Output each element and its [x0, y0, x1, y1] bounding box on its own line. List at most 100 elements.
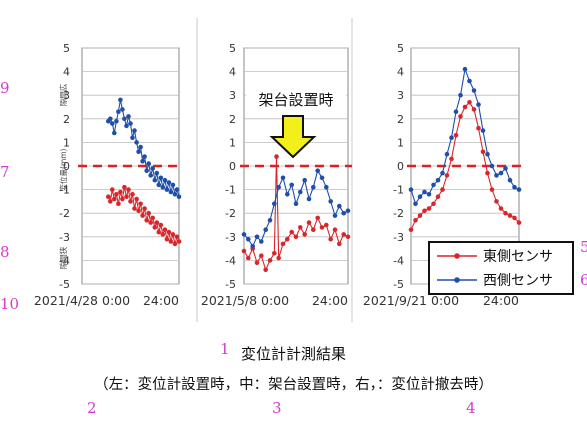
data-point [122, 184, 127, 190]
y-tick-label: 5 [397, 42, 404, 55]
chart-right: 5 4 3 2 1 0 -1 -2 -3 -4 -5 2021/9/21 0:00 24:00 東側… [363, 42, 574, 308]
data-point [114, 192, 119, 197]
data-point [332, 227, 338, 232]
y-tick-label: 5 [63, 42, 70, 55]
data-point [435, 194, 441, 199]
data-point [241, 232, 247, 237]
data-point [114, 118, 119, 124]
data-point [140, 159, 145, 164]
data-point [132, 206, 137, 211]
data-point [306, 220, 312, 225]
data-point [503, 166, 508, 171]
data-point [417, 194, 423, 199]
data-point [166, 180, 172, 185]
data-point [337, 203, 342, 209]
y-tick-label: 2 [229, 113, 236, 126]
data-point [140, 213, 145, 218]
data-point [289, 182, 295, 188]
data-point [285, 236, 290, 242]
data-point [138, 144, 143, 150]
marker-label: 9 [0, 79, 10, 97]
y-tick-label: 0 [63, 160, 70, 173]
y-tick-label: -2 [393, 207, 404, 220]
data-point [144, 168, 149, 173]
data-point [458, 114, 463, 119]
data-point [440, 170, 445, 176]
y-tick-label: 3 [63, 89, 70, 102]
data-point [250, 243, 255, 249]
y-tick-label: -2 [225, 207, 236, 220]
data-point [148, 220, 153, 225]
data-point [259, 239, 264, 244]
chart-center: 5 4 3 2 1 0 -1 -2 -3 -4 -5 架台設置時 2021/5/8 0:00 24:… [201, 42, 352, 308]
data-point [136, 149, 141, 155]
data-point [431, 182, 436, 188]
data-point [142, 154, 147, 159]
data-point [431, 201, 436, 207]
x-start-label: 2021/4/28 0:00 [34, 293, 130, 308]
data-point [293, 234, 299, 240]
y-tick-label: -5 [393, 278, 404, 291]
data-point [272, 251, 277, 256]
legend-marker-west [454, 277, 460, 283]
data-point [480, 128, 486, 133]
y-tick-label: -5 [59, 278, 70, 291]
x-end-label: 24:00 [143, 293, 179, 308]
data-point [471, 107, 477, 112]
data-point [280, 175, 286, 181]
data-point [154, 170, 160, 176]
y-label-gap-narrow: 隙間狭 [58, 246, 68, 269]
y-tick-label: 5 [229, 42, 236, 55]
data-point [467, 100, 472, 105]
data-point [328, 236, 334, 242]
data-point [276, 184, 282, 190]
data-point [144, 218, 149, 223]
y-tick-label: -3 [393, 231, 404, 244]
data-point [512, 184, 517, 190]
data-point [440, 187, 445, 192]
data-point [118, 189, 123, 195]
data-point [280, 241, 286, 247]
data-point [108, 116, 113, 122]
data-point [158, 222, 164, 228]
data-point [507, 213, 513, 218]
data-point [176, 239, 182, 244]
data-point [489, 163, 495, 169]
data-point [426, 192, 432, 197]
data-point [146, 210, 151, 216]
data-point [467, 78, 472, 84]
y-tick-label: 1 [229, 136, 236, 149]
series-line-east [243, 156, 349, 272]
data-point [293, 201, 299, 207]
data-point [110, 187, 115, 192]
data-point [476, 102, 481, 107]
y-tick-label: 4 [397, 66, 404, 79]
data-point [130, 192, 135, 197]
data-point [142, 206, 147, 211]
data-point [254, 260, 260, 266]
data-point [120, 107, 125, 112]
chart-left: 5 4 3 2 1 0 -1 -2 -3 -4 -5 隙間広 変位量(mm) 隙間狭 2021/4/… [34, 42, 183, 308]
figure-title: 変位計計測結果 [240, 345, 346, 363]
legend: 東側センサ 西側センサ [428, 241, 574, 295]
data-point [289, 229, 295, 235]
data-point [176, 194, 182, 199]
data-point [458, 92, 463, 98]
data-point [162, 177, 168, 183]
data-point [422, 189, 427, 195]
data-point [138, 201, 143, 207]
data-point [298, 225, 303, 230]
legend-marker-east [454, 253, 460, 259]
marker-label: 3 [272, 399, 282, 417]
data-point [298, 189, 303, 195]
data-point [311, 184, 316, 190]
data-point [319, 225, 325, 230]
y-tick-label: -1 [59, 184, 70, 197]
data-point [120, 196, 125, 202]
annotation-label: 架台設置時 [258, 91, 333, 109]
data-point [449, 156, 454, 162]
data-point [444, 151, 450, 157]
marker-label: 7 [0, 163, 10, 181]
y-tick-label: 0 [397, 160, 404, 173]
y-tick-label: 3 [397, 89, 404, 102]
